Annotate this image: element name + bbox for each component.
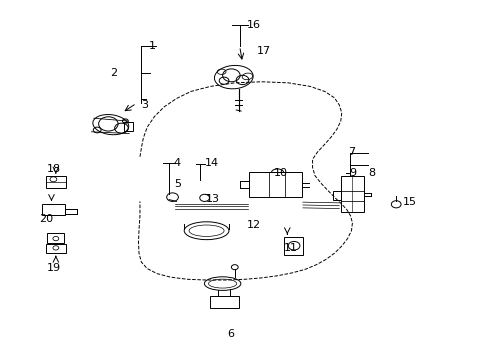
Text: 11: 11 <box>283 243 297 253</box>
Text: 2: 2 <box>109 68 117 78</box>
Text: 5: 5 <box>174 179 181 189</box>
Text: 14: 14 <box>204 158 218 168</box>
Text: 9: 9 <box>348 168 355 178</box>
Text: 4: 4 <box>173 158 181 168</box>
Text: 18: 18 <box>47 164 61 174</box>
Text: 10: 10 <box>273 168 287 178</box>
Text: 7: 7 <box>347 147 354 157</box>
Text: 20: 20 <box>39 214 53 224</box>
Text: 3: 3 <box>141 100 148 110</box>
Text: 15: 15 <box>402 197 416 207</box>
Text: 17: 17 <box>256 46 270 56</box>
Text: 1: 1 <box>148 41 155 51</box>
Text: 16: 16 <box>247 19 261 30</box>
Text: 8: 8 <box>367 168 375 178</box>
Text: 12: 12 <box>246 220 261 230</box>
Text: 19: 19 <box>47 262 61 273</box>
Text: 6: 6 <box>227 329 234 339</box>
Text: 13: 13 <box>205 194 220 203</box>
